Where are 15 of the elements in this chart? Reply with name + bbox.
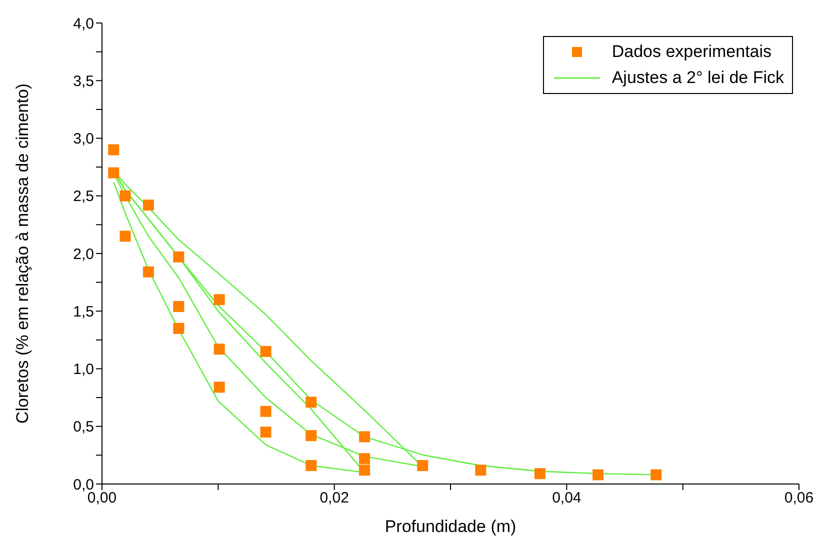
y-tick-label: 2,5 [73,188,94,206]
y-tick-label: 0,5 [73,418,94,436]
y-tick-label: 1,5 [73,303,94,320]
x-axis-title: Profundidade (m) [384,517,516,536]
x-tick-label: 0,04 [552,490,582,507]
y-tick-label: 1,0 [73,361,94,378]
y-tick-label: 3,0 [73,130,94,148]
x-tick-label: 0,06 [784,490,814,507]
legend-label: Dados experimentais [612,41,772,63]
y-tick-label: 3,5 [73,72,94,90]
x-tick-label: 0,02 [320,490,349,507]
y-tick-label: 4,0 [73,15,94,32]
y-tick-label: 2,0 [73,246,94,263]
legend-label: Ajustes a 2° lei de Fick [612,67,784,89]
y-axis-title: Cloretos (% em relação à massa de cimento) [13,83,32,424]
